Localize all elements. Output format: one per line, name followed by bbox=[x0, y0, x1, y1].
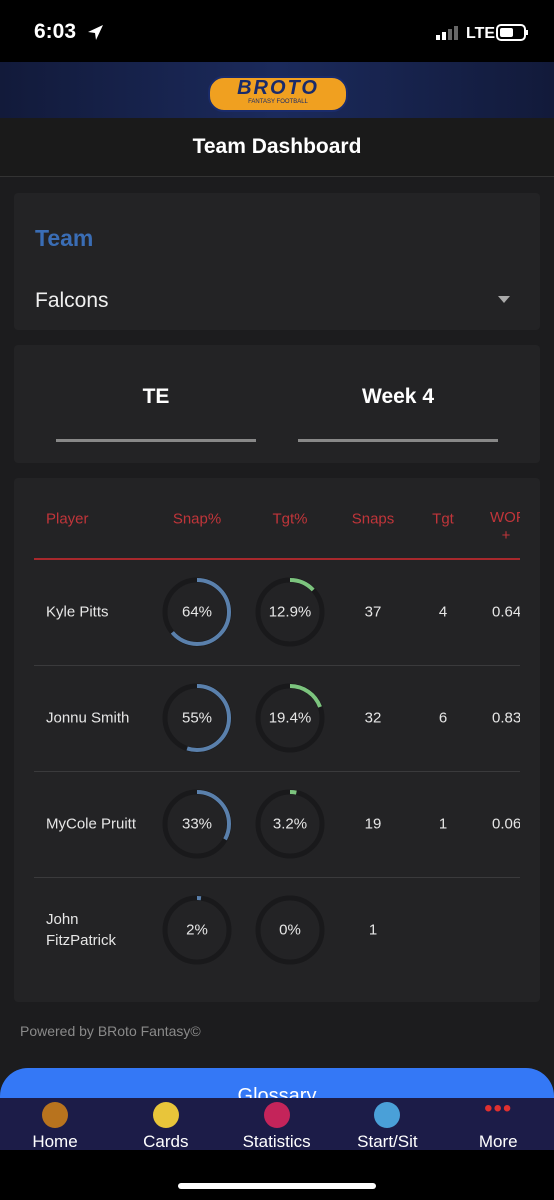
column-header[interactable]: Player bbox=[46, 510, 89, 528]
player-name[interactable]: John FitzPatrick bbox=[46, 911, 117, 949]
ring-label: 0% bbox=[279, 921, 301, 939]
stat-cell: 37 bbox=[364, 603, 382, 621]
status-bar: 6:03 LTE bbox=[0, 0, 554, 62]
column-header[interactable]: Tgt bbox=[432, 510, 454, 528]
ring-arc bbox=[256, 578, 324, 646]
ring-arc bbox=[163, 896, 231, 964]
ring-label: 2% bbox=[186, 921, 208, 939]
ring-gauge bbox=[255, 683, 325, 753]
row-divider bbox=[34, 665, 520, 666]
stat-cell: 19 bbox=[364, 815, 382, 833]
week-filter[interactable]: Week 4 bbox=[362, 385, 434, 408]
ring-gauge bbox=[255, 577, 325, 647]
dropdown-arrow bbox=[498, 296, 510, 303]
logo-text: BROTO bbox=[237, 77, 319, 99]
ring-label: 3.2% bbox=[272, 815, 308, 833]
nav-icon: ••• bbox=[484, 1095, 513, 1122]
stat-cell: 32 bbox=[364, 709, 382, 727]
logo: BROTO FANTASY FOOTBALL bbox=[208, 76, 348, 112]
logo-subtext: FANTASY FOOTBALL bbox=[248, 99, 308, 105]
ring-arc bbox=[256, 684, 324, 752]
time: 6:03 bbox=[34, 20, 77, 43]
ring-gauge bbox=[255, 789, 325, 859]
nav-item[interactable]: Start/Sit bbox=[332, 1102, 442, 1152]
nav-label: Start/Sit bbox=[357, 1132, 418, 1151]
team-value: Falcons bbox=[35, 289, 109, 312]
ring-gauge bbox=[162, 895, 232, 965]
ring-arc bbox=[256, 790, 324, 858]
filters-card: TE Week 4 bbox=[14, 345, 540, 463]
header-divider bbox=[34, 558, 520, 560]
ring-gauge bbox=[255, 895, 325, 965]
filter-underline bbox=[298, 439, 498, 442]
nav-bar: Home Cards Statistics Start/Sit ••• More bbox=[0, 1095, 554, 1152]
table-card bbox=[14, 478, 540, 1002]
ring-gauge bbox=[162, 577, 232, 647]
ring-arc bbox=[163, 684, 231, 752]
ring-track bbox=[255, 895, 325, 965]
team-card[interactable]: Team Falcons bbox=[14, 193, 540, 330]
location-icon bbox=[88, 25, 103, 40]
signal-icon bbox=[436, 26, 458, 40]
row-divider bbox=[34, 877, 520, 878]
ring-gauge bbox=[162, 789, 232, 859]
player-name[interactable]: Kyle Pitts bbox=[46, 603, 109, 621]
ring-label: 33% bbox=[181, 815, 213, 833]
stat-cell: 4 bbox=[438, 603, 448, 621]
stat-cell: 0.64 bbox=[492, 603, 520, 621]
nav-label: More bbox=[478, 1132, 518, 1151]
ring-arc bbox=[163, 578, 231, 646]
player-name[interactable]: Jonnu Smith bbox=[46, 709, 130, 727]
nav-item[interactable]: ••• More bbox=[443, 1095, 553, 1152]
stat-cell: 0.83 bbox=[492, 709, 520, 727]
position-filter[interactable]: TE bbox=[142, 385, 170, 408]
stat-cell: 0.06 bbox=[492, 815, 520, 833]
nav-icon bbox=[263, 1102, 290, 1128]
home-indicator bbox=[178, 1183, 376, 1189]
nav-icon bbox=[152, 1102, 179, 1128]
column-header[interactable]: Snap% bbox=[172, 510, 222, 528]
nav-item[interactable]: Statistics bbox=[222, 1102, 332, 1152]
nav-icon bbox=[42, 1102, 68, 1128]
home-area bbox=[0, 1150, 554, 1200]
stat-cell: 1 bbox=[438, 815, 448, 833]
ring-label: 55% bbox=[181, 709, 213, 727]
battery-icon bbox=[496, 24, 528, 41]
nav-item[interactable]: Home bbox=[0, 1102, 110, 1152]
ring-arc bbox=[163, 790, 231, 858]
column-header[interactable]: Tgt% bbox=[272, 510, 308, 528]
column-header[interactable]: WOPR + bbox=[490, 509, 520, 544]
ring-label: 12.9% bbox=[268, 603, 312, 621]
nav-label: Statistics bbox=[242, 1132, 311, 1151]
banner: BROTO FANTASY FOOTBALL bbox=[0, 62, 554, 118]
nav-icon bbox=[374, 1102, 401, 1128]
player-name[interactable]: MyCole Pruitt bbox=[46, 815, 137, 833]
ring-gauge bbox=[162, 683, 232, 753]
nav-label: Cards bbox=[143, 1132, 189, 1151]
team-label: Team bbox=[35, 225, 94, 251]
ring-label: 19.4% bbox=[268, 709, 312, 727]
nav-label: Home bbox=[32, 1132, 78, 1151]
filter-underline bbox=[56, 439, 256, 442]
network: LTE bbox=[466, 25, 496, 42]
stat-cell: 1 bbox=[368, 921, 378, 939]
ring-label: 64% bbox=[181, 603, 213, 621]
stat-cell: 6 bbox=[438, 709, 448, 727]
nav-item[interactable]: Cards bbox=[111, 1102, 221, 1152]
stats-table: Player Snap% Tgt% Snaps Tgt WOPR + Kyle Pitts 6… bbox=[34, 509, 520, 965]
page-title: Team Dashboard bbox=[0, 118, 554, 177]
powered-by: Powered by BRoto Fantasy© bbox=[20, 1023, 201, 1039]
row-divider bbox=[34, 771, 520, 772]
column-header[interactable]: Snaps bbox=[351, 510, 395, 528]
